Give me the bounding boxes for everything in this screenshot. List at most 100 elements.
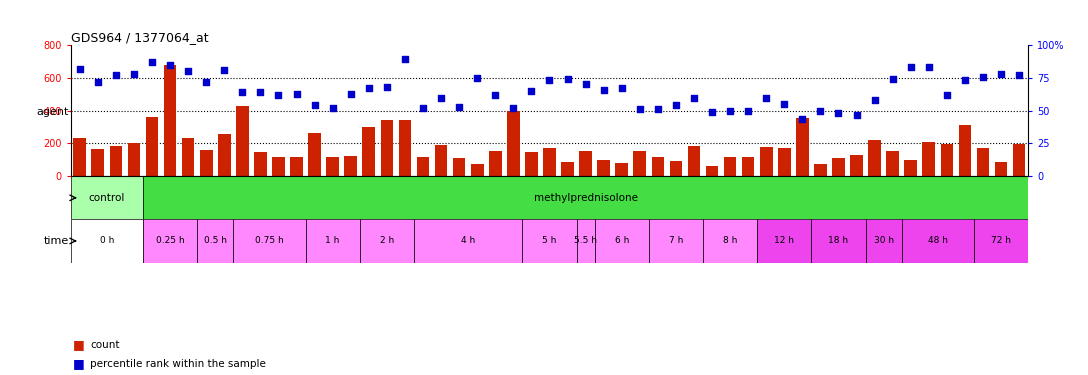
Text: 5.5 h: 5.5 h [574, 237, 597, 246]
Point [938, 92, 955, 98]
Text: 7 h: 7 h [669, 237, 683, 246]
Bar [703, 219, 757, 262]
Point [288, 91, 306, 97]
Text: 12 h: 12 h [775, 237, 794, 246]
Text: 0.5 h: 0.5 h [203, 237, 226, 246]
Point [108, 72, 125, 78]
Point [992, 71, 1010, 77]
Bar [306, 219, 360, 262]
Bar [887, 151, 899, 176]
Point [251, 89, 269, 95]
Bar [688, 146, 701, 176]
Point [830, 110, 848, 116]
Bar [904, 160, 917, 176]
Bar [255, 152, 267, 176]
Bar [290, 157, 302, 176]
Bar [345, 156, 357, 176]
Bar [398, 120, 411, 176]
Point [71, 66, 88, 72]
Bar [507, 111, 520, 176]
Bar [652, 157, 664, 176]
Point [866, 97, 883, 103]
Bar [417, 157, 430, 176]
Point [486, 92, 504, 98]
Point [703, 109, 720, 115]
Point [469, 75, 486, 81]
Text: 2 h: 2 h [380, 237, 394, 246]
Point [757, 94, 775, 100]
Text: ■: ■ [73, 339, 85, 351]
Bar [71, 219, 143, 262]
Bar [866, 219, 902, 262]
Bar [724, 157, 737, 176]
Point [342, 91, 359, 97]
Bar [616, 163, 628, 176]
Text: 30 h: 30 h [874, 237, 893, 246]
Text: methylprednisolone: methylprednisolone [533, 193, 638, 203]
Point [234, 89, 251, 95]
Bar [143, 219, 197, 262]
Point [595, 87, 613, 93]
Point [541, 78, 558, 84]
Point [522, 88, 540, 94]
Bar [526, 153, 537, 176]
Point [450, 104, 468, 110]
Bar [471, 164, 483, 176]
Bar [110, 146, 122, 176]
Point [415, 105, 432, 111]
Bar [489, 151, 502, 176]
Bar [812, 219, 866, 262]
Bar [923, 142, 935, 176]
Bar [868, 140, 881, 176]
Point [559, 76, 577, 82]
Point [902, 64, 919, 70]
Point [89, 79, 107, 85]
Bar [940, 144, 953, 176]
Bar [778, 148, 791, 176]
Point [631, 106, 648, 112]
Bar [759, 147, 772, 176]
Text: 1 h: 1 h [325, 237, 339, 246]
Bar [453, 158, 466, 176]
Bar [648, 219, 703, 262]
Bar [164, 64, 176, 176]
Point [883, 76, 901, 82]
Bar [597, 160, 610, 176]
Bar [146, 117, 159, 176]
Bar [1013, 144, 1026, 176]
Text: GDS964 / 1377064_at: GDS964 / 1377064_at [71, 31, 208, 44]
Point [974, 74, 991, 80]
Bar [669, 162, 682, 176]
Bar [127, 144, 140, 176]
Point [776, 101, 793, 107]
Text: 4 h: 4 h [461, 237, 475, 246]
Point [270, 92, 287, 98]
Bar [832, 158, 844, 176]
Bar [308, 133, 321, 176]
Point [125, 71, 143, 77]
Point [1011, 72, 1028, 78]
Point [650, 106, 667, 112]
Point [432, 94, 449, 100]
Bar [236, 106, 249, 176]
Bar [71, 176, 143, 219]
Text: agent: agent [36, 106, 69, 117]
Bar [595, 219, 648, 262]
Point [920, 64, 938, 70]
Bar [561, 162, 573, 176]
Point [180, 68, 197, 74]
Bar [796, 118, 808, 176]
Point [215, 67, 233, 73]
Bar [362, 127, 375, 176]
Point [577, 81, 594, 87]
Bar [91, 149, 104, 176]
Point [306, 102, 323, 108]
Text: control: control [88, 193, 125, 203]
Point [685, 94, 703, 100]
Bar [522, 219, 577, 262]
Point [198, 79, 215, 85]
Text: time: time [44, 236, 69, 246]
Point [667, 102, 684, 108]
Point [360, 86, 378, 92]
Bar [577, 219, 595, 262]
